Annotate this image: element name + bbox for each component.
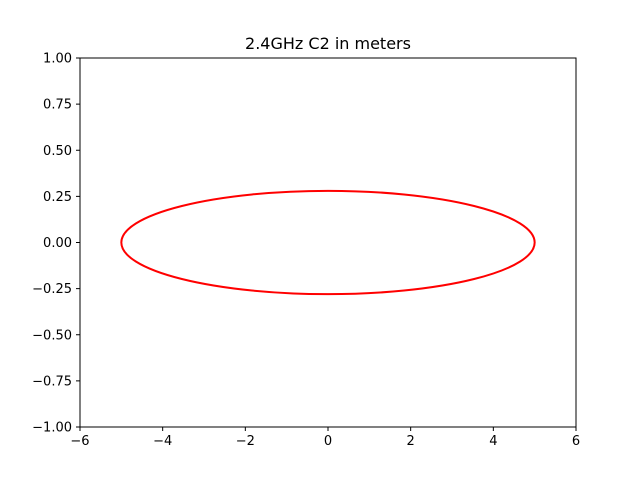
y-tick-label: −0.75 [32, 374, 72, 389]
x-tick-label: 2 [407, 434, 415, 449]
y-tick-label: 0.75 [43, 98, 72, 113]
y-tick-label: −0.25 [32, 282, 72, 297]
chart-title: 2.4GHz C2 in meters [245, 34, 411, 53]
x-tick-label: −6 [70, 434, 89, 449]
x-tick-label: 4 [489, 434, 497, 449]
series [120, 189, 536, 296]
x-tick-label: 0 [324, 434, 332, 449]
axes [79, 57, 577, 428]
x-tick-label: −4 [153, 434, 172, 449]
y-tick-label: 0.50 [43, 144, 72, 159]
series-ellipse [120, 189, 536, 296]
x-tick-label: 6 [572, 434, 580, 449]
ticks: −6 −4 −2 0 2 4 6 −1.00 −0.75 −0.50 −0.25 0.00 0.25 0.… [32, 52, 580, 450]
y-tick-label: 1.00 [43, 52, 72, 67]
plot-frame [79, 57, 577, 428]
y-tick-label: −0.50 [32, 328, 72, 343]
y-tick-label: 0.25 [43, 190, 72, 205]
x-tick-label: −2 [236, 434, 255, 449]
y-tick-label: 0.00 [43, 236, 72, 251]
y-tick-label: −1.00 [32, 421, 72, 436]
